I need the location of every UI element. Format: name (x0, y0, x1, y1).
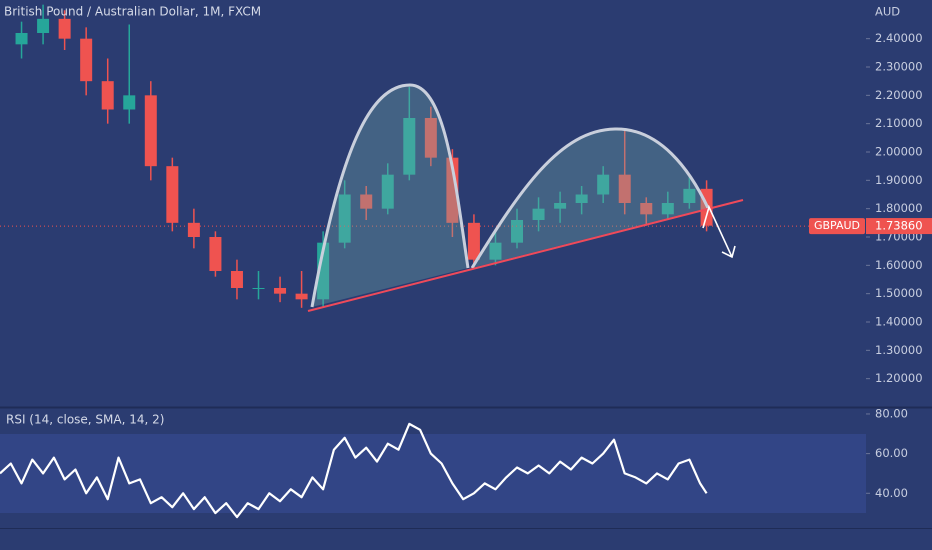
rsi-title: RSI (14, close, SMA, 14, 2) (6, 413, 164, 427)
candle-body (317, 242, 330, 300)
candle-body (360, 194, 373, 209)
axes: 2006200820102012201420162018202020222024… (809, 31, 932, 500)
symbol-label: GBPAUD (814, 219, 860, 232)
candle-body (166, 166, 179, 223)
candle-body (144, 95, 157, 167)
y-tick-label: 1.20000 (875, 371, 923, 385)
pattern-fill (312, 85, 468, 307)
candle-body (446, 157, 459, 223)
y-tick-label: 80.00 (875, 406, 908, 420)
candle-body (209, 237, 222, 271)
candle-body (252, 288, 265, 289)
candle-body (15, 33, 28, 45)
candle-body (683, 188, 696, 203)
symbol-badge (809, 218, 865, 235)
candle-body (467, 222, 480, 260)
y-tick-label: 2.30000 (875, 60, 923, 74)
drawings (307, 83, 744, 312)
candle-body (274, 288, 287, 294)
candle-body (403, 118, 416, 175)
y-tick-label: 1.90000 (875, 173, 923, 187)
rsi-band (0, 434, 866, 513)
candle-body (295, 293, 308, 300)
y-tick-label: 1.30000 (875, 343, 923, 357)
y-tick-label: 1.80000 (875, 201, 923, 215)
candle-body (187, 222, 200, 237)
price-label: 1.73860 (875, 219, 923, 233)
rsi-line (0, 422, 708, 519)
y-tick-label: 2.20000 (875, 88, 923, 102)
y-tick-label: 60.00 (875, 446, 908, 460)
symbol-title: British Pound / Australian Dollar, 1M, F… (4, 5, 261, 19)
pattern-fill (472, 128, 708, 268)
trendline (307, 199, 744, 312)
candle-body (597, 174, 610, 195)
candle-body (230, 271, 243, 288)
candle-body (554, 203, 567, 209)
y-tick-label: 40.00 (875, 486, 908, 500)
candle-body (37, 18, 50, 33)
candle-body (618, 174, 631, 203)
candle-body (58, 18, 71, 39)
plot (0, 4, 866, 519)
price-badge (866, 218, 932, 235)
candle-body (511, 220, 524, 243)
y-tick-label: 2.40000 (875, 31, 923, 45)
y-tick-label: 1.50000 (875, 286, 923, 300)
candle-body (661, 203, 674, 215)
candle-body (532, 208, 545, 220)
y-tick-label: 1.60000 (875, 258, 923, 272)
candle-body (101, 81, 114, 110)
y-tick-label: 1.40000 (875, 315, 923, 329)
candle-body (80, 38, 93, 82)
candle-body (338, 194, 351, 243)
candle-body (381, 174, 394, 209)
candle-body (640, 203, 653, 215)
arrow (702, 204, 736, 259)
currency-label: AUD (875, 5, 900, 19)
candle-body (489, 242, 502, 260)
candle-body (123, 95, 136, 110)
candle-body (575, 194, 588, 203)
right-arc (470, 127, 710, 269)
y-tick-label: 2.10000 (875, 116, 923, 130)
candle-body (424, 118, 437, 158)
left-arc (310, 83, 470, 308)
y-tick-label: 2.00000 (875, 145, 923, 159)
